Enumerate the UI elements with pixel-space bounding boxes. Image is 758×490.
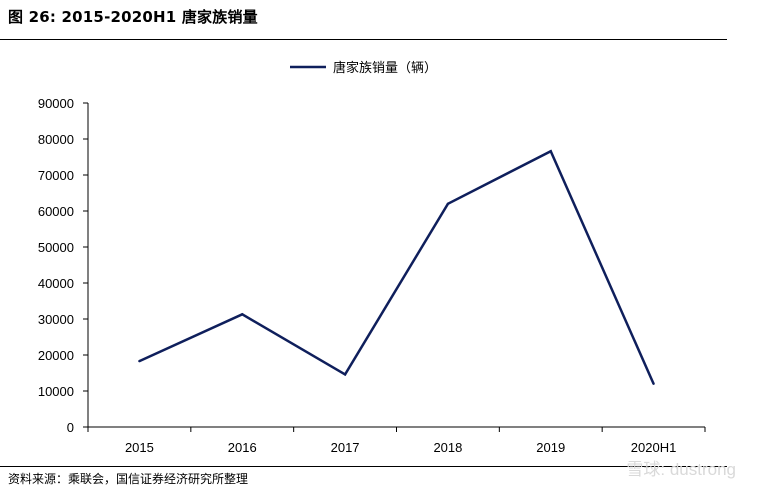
data-point (138, 359, 141, 363)
watermark: 雪球: dustrong (626, 460, 736, 479)
series-line (138, 149, 655, 385)
y-tick-label: 20000 (38, 348, 74, 363)
y-tick-label: 10000 (38, 384, 74, 399)
data-point (343, 373, 347, 376)
data-point (652, 382, 655, 385)
data-point (446, 202, 450, 205)
source-note: 资料来源：乘联会，国信证券经济研究所整理 (8, 472, 249, 486)
y-tick-label: 90000 (38, 96, 74, 111)
y-tick-label: 70000 (38, 168, 74, 183)
y-tick-label: 60000 (38, 204, 74, 219)
x-tick-label: 2017 (331, 440, 360, 455)
top-divider (0, 39, 727, 40)
x-tick-label: 2019 (536, 440, 565, 455)
figure-title: 图 26: 2015-2020H1 唐家族销量 (8, 8, 258, 26)
line-chart: 唐家族销量（辆） 0 10000 20000 30000 40000 50000 60000… (38, 60, 706, 455)
data-point (549, 150, 552, 153)
x-tick-label: 2020H1 (631, 440, 677, 455)
y-tick-label: 80000 (38, 132, 74, 147)
x-tick-label: 2015 (125, 440, 154, 455)
x-tick-label: 2016 (228, 440, 257, 455)
data-point (241, 313, 244, 316)
y-tick-label: 40000 (38, 276, 74, 291)
y-tick-label: 50000 (38, 240, 74, 255)
y-tick-label: 30000 (38, 312, 74, 327)
x-tick-label: 2018 (433, 440, 462, 455)
y-tick-label: 0 (67, 420, 74, 435)
chart-series (138, 149, 655, 385)
bottom-divider (0, 466, 727, 467)
chart-axes: 0 10000 20000 30000 40000 50000 60000 70000 8000… (38, 96, 706, 455)
chart-legend: 唐家族销量（辆） (290, 60, 437, 76)
legend-label: 唐家族销量（辆） (333, 60, 437, 76)
